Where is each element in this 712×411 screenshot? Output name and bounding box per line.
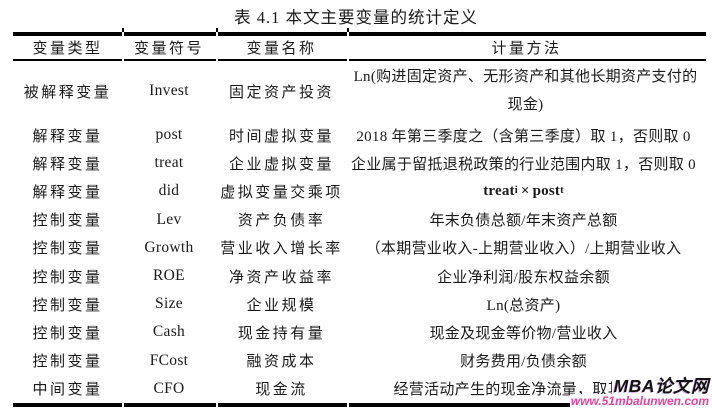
cell-variable-name: 企业规模: [246, 297, 317, 314]
column-header-variable-symbol: 变量符号: [133, 41, 204, 57]
cell-variable-symbol: treat: [154, 154, 184, 172]
cell-variable-symbol: Cash: [152, 323, 186, 341]
cell-variable-type: 被解释变量: [23, 84, 112, 101]
rule-tick: [122, 28, 124, 32]
cell-variable-name: 现金持有量: [237, 325, 326, 342]
cell-did-formula: treat i × post t: [483, 182, 564, 199]
rule-gap: [216, 403, 218, 407]
rule-gap: [347, 32, 349, 36]
cell-variable-type: 解释变量: [32, 184, 103, 201]
cell-variable-symbol: post: [155, 126, 183, 144]
cell-variable-type: 控制变量: [32, 213, 103, 230]
cell-variable-name: 净资产收益率: [228, 269, 334, 286]
table-title: 表 4.1 本文主要变量的统计定义: [234, 8, 478, 27]
cell-variable-type: 控制变量: [32, 297, 103, 314]
cell-measurement-method: 企业属于留抵退税政策的行业范围内取 1，否则取 0: [350, 156, 696, 173]
column-header-measurement-method: 计量方法: [491, 41, 562, 57]
formula-multiply-sign: ×: [520, 182, 530, 199]
cell-measurement-method: 现金及现金等价物/营业收入: [429, 325, 618, 342]
cell-variable-name: 现金流: [255, 382, 308, 399]
cell-variable-type: 解释变量: [32, 128, 103, 145]
table-row: 控制变量 Cash 现金持有量 现金及现金等价物/营业收入: [13, 318, 706, 346]
table-row: 控制变量 FCost 融资成本 财务费用/负债余额: [13, 347, 706, 375]
cell-variable-type: 中间变量: [32, 382, 103, 399]
cell-measurement-method: 企业净利润/股东权益余额: [437, 269, 610, 286]
rule-gap: [347, 59, 349, 61]
table-row: 解释变量 did 虚拟变量交乘项 treat i × post t: [13, 177, 706, 205]
cell-variable-name: 时间虚拟变量: [228, 128, 334, 145]
cell-measurement-method: 财务费用/负债余额: [460, 354, 587, 371]
formula-base-post: post: [532, 182, 561, 199]
rule-tick: [347, 28, 349, 32]
table-top-rule: [13, 28, 706, 36]
cell-variable-name: 虚拟变量交乘项: [220, 184, 343, 201]
formula-base-treat: treat: [483, 182, 515, 199]
table-row: 解释变量 treat 企业虚拟变量 企业属于留抵退税政策的行业范围内取 1，否则…: [13, 149, 706, 177]
cell-variable-symbol: Invest: [149, 82, 189, 99]
cell-measurement-method: Ln(购进固定资产、无形资产和其他长期资产支付的现金): [353, 69, 698, 113]
watermark-url: www.51mbalunwen.com: [569, 394, 710, 408]
cell-variable-symbol: FCost: [149, 351, 189, 369]
cell-variable-symbol: did: [158, 182, 180, 200]
rule-gap: [122, 403, 124, 407]
cell-variable-name: 营业收入增长率: [220, 241, 343, 258]
table-row: 控制变量 Size 企业规模 Ln(总资产): [13, 290, 706, 318]
rule-gap: [216, 32, 218, 36]
table-header-row: 变量类型 变量符号 变量名称 计量方法: [13, 36, 706, 59]
column-header-variable-type: 变量类型: [32, 41, 103, 57]
cell-variable-name: 资产负债率: [237, 213, 326, 230]
cell-variable-name: 融资成本: [246, 354, 317, 371]
cell-variable-symbol: ROE: [153, 267, 185, 285]
table-body: 被解释变量 Invest 固定资产投资 Ln(购进固定资产、无形资产和其他长期资…: [13, 61, 706, 403]
table-row: 被解释变量 Invest 固定资产投资 Ln(购进固定资产、无形资产和其他长期资…: [13, 61, 706, 121]
cell-variable-name: 固定资产投资: [228, 84, 334, 101]
cell-variable-symbol: Lev: [156, 210, 182, 228]
cell-variable-name: 企业虚拟变量: [228, 156, 334, 173]
rule-gap: [347, 403, 349, 407]
cell-variable-type: 控制变量: [32, 269, 103, 286]
rule-gap: [216, 59, 218, 61]
watermark-brand: MBA论文网: [611, 373, 711, 398]
column-header-variable-name: 变量名称: [246, 41, 317, 57]
rule-gap: [122, 59, 124, 61]
table-row: 解释变量 post 时间虚拟变量 2018 年第三季度之（含第三季度）取 1，否…: [13, 121, 706, 149]
cell-measurement-method: Ln(总资产): [486, 297, 561, 314]
cell-variable-symbol: Size: [155, 295, 183, 313]
rule-tick: [216, 28, 218, 32]
table-header-rule: [13, 59, 706, 61]
table-row: 控制变量 Lev 资产负债率 年末负债总额/年末资产总额: [13, 206, 706, 234]
table-row: 控制变量 Growth 营业收入增长率 （本期营业收入-上期营业收入）/上期营业…: [13, 234, 706, 262]
cell-variable-symbol: Growth: [144, 238, 194, 256]
cell-variable-type: 控制变量: [32, 354, 103, 371]
rule-gap: [122, 32, 124, 36]
cell-variable-type: 控制变量: [32, 325, 103, 342]
cell-variable-symbol: CFO: [153, 379, 185, 397]
table-row: 控制变量 ROE 净资产收益率 企业净利润/股东权益余额: [13, 262, 706, 290]
cell-measurement-method: （本期营业收入-上期营业收入）/上期营业收入: [365, 241, 682, 258]
cell-variable-type: 控制变量: [32, 241, 103, 258]
table-bottom-rule: [13, 403, 706, 407]
cell-variable-type: 解释变量: [32, 156, 103, 173]
cell-measurement-method: 年末负债总额/年末资产总额: [429, 213, 618, 230]
cell-measurement-method: 2018 年第三季度之（含第三季度）取 1，否则取 0: [356, 128, 691, 145]
